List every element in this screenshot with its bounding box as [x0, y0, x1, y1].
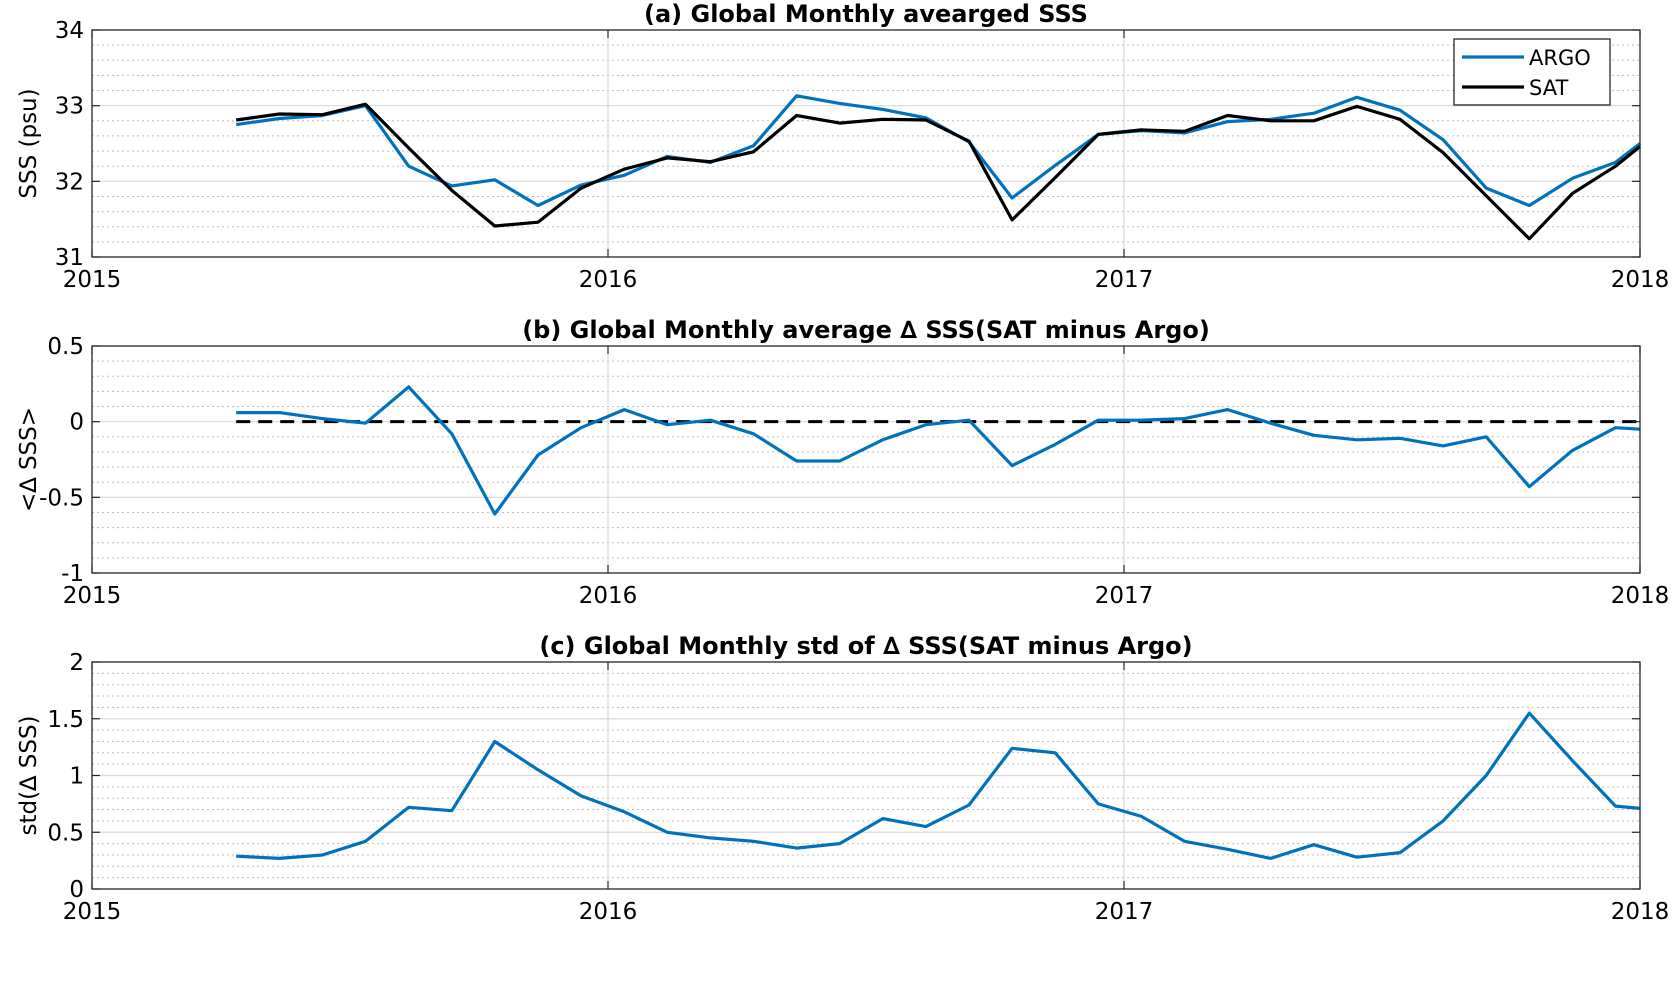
x-tick-label: 2018 — [1611, 267, 1670, 293]
panel-a-ylabel: SSS (psu) — [16, 88, 42, 198]
panel-c-title: (c) Global Monthly std of ∆ SSS(SAT minu… — [539, 632, 1192, 660]
x-tick-label: 2017 — [1095, 267, 1154, 293]
x-tick-label: 2015 — [63, 583, 122, 609]
y-tick-label: 0.5 — [47, 334, 84, 360]
x-tick-label: 2015 — [63, 899, 122, 925]
y-tick-label: -0.5 — [39, 485, 84, 511]
x-tick-label: 2017 — [1095, 583, 1154, 609]
axes-box — [91, 345, 1641, 574]
legend-label-sat: SAT — [1529, 76, 1568, 100]
x-tick-label: 2018 — [1611, 583, 1670, 609]
x-tick-label: 2016 — [579, 267, 638, 293]
panel-a-title: (a) Global Monthly avearged SSS — [644, 0, 1088, 28]
panel-c-ylabel: std(∆ SSS) — [16, 715, 42, 835]
panel-b-title: (b) Global Monthly average ∆ SSS(SAT min… — [522, 316, 1210, 344]
x-tick-label: 2015 — [63, 267, 122, 293]
y-tick-label: 34 — [55, 18, 84, 44]
series-line-delta — [236, 385, 1641, 516]
legend: ARGO SAT — [1453, 38, 1611, 106]
y-tick-label: -1 — [61, 561, 84, 587]
legend-box — [1453, 38, 1611, 106]
y-tick-label: 0.5 — [47, 820, 84, 846]
panel-c-std-delta-sss: 2015 2016 2017 2018 0 0.5 1 1.5 2 (c) Global Mont… — [16, 632, 1669, 925]
y-tick-label: 33 — [55, 94, 84, 120]
y-tick-label: 31 — [55, 245, 84, 271]
x-tick-label: 2017 — [1095, 899, 1154, 925]
y-tick-label: 0 — [69, 410, 84, 436]
series-line-delta — [236, 711, 1641, 861]
y-tick-label: 32 — [55, 169, 84, 195]
y-tick-label: 2 — [69, 650, 84, 676]
x-tick-label: 2016 — [579, 899, 638, 925]
plot-area — [92, 30, 1640, 257]
series-line-sat — [235, 102, 1642, 241]
x-tick-label: 2016 — [579, 583, 638, 609]
x-tick-label: 2018 — [1611, 899, 1670, 925]
legend-label-argo: ARGO — [1529, 46, 1591, 70]
y-tick-label: 0 — [69, 877, 84, 903]
panel-b-ylabel: <∆ SSS> — [16, 407, 42, 512]
axes-box — [91, 29, 1641, 258]
panel-b-delta-sss: 2015 2016 2017 2018 -1 -0.5 0 0.5 (b) Global Mon… — [16, 316, 1669, 609]
y-tick-label: 1 — [69, 764, 84, 790]
panel-a-sss: 2015 2016 2017 2018 31 32 33 34 (a) Global Month… — [16, 0, 1669, 293]
y-tick-label: 1.5 — [47, 707, 84, 733]
plot-area — [92, 346, 1640, 573]
